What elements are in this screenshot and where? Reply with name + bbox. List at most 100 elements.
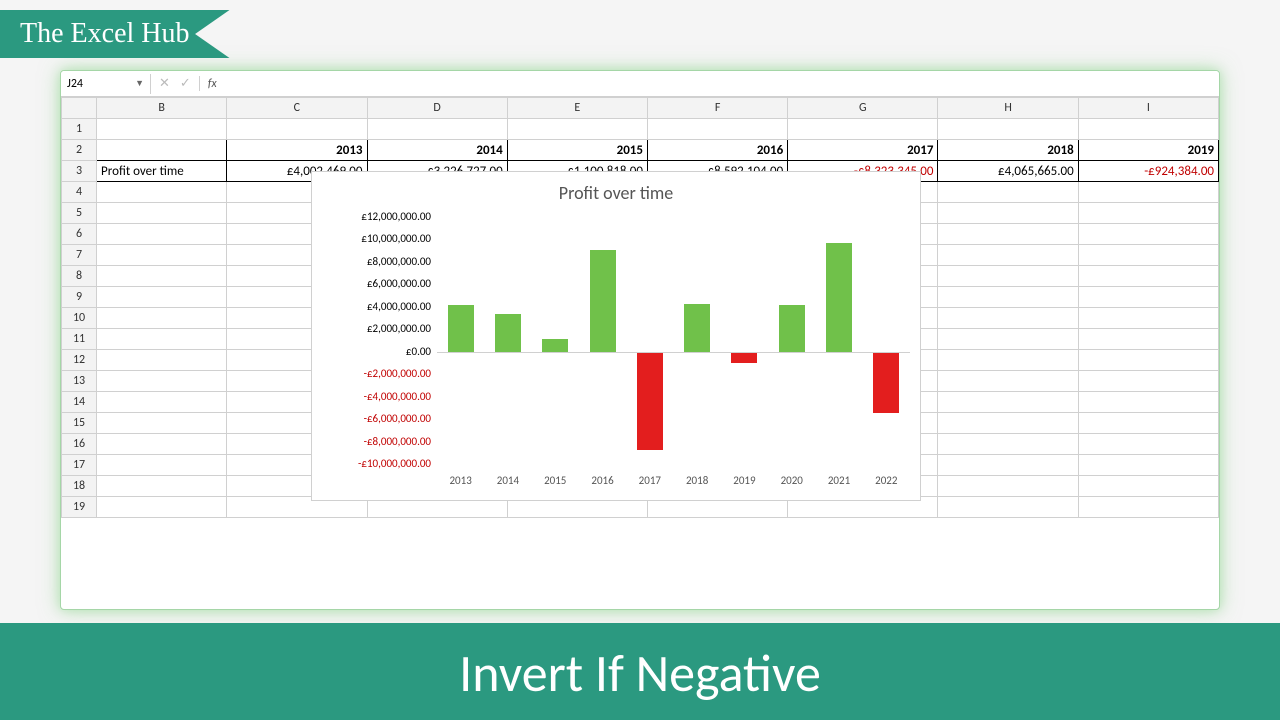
cell-B13[interactable] [97,371,227,392]
row-header-16[interactable]: 16 [62,434,97,455]
cell-I12[interactable] [1078,350,1218,371]
cell-H12[interactable] [938,350,1078,371]
cell-B16[interactable] [97,434,227,455]
cell-I8[interactable] [1078,266,1218,287]
row-header-19[interactable]: 19 [62,497,97,518]
cell-I15[interactable] [1078,413,1218,434]
cell-B12[interactable] [97,350,227,371]
row-header-9[interactable]: 9 [62,287,97,308]
bar[interactable] [637,352,663,450]
cell-I4[interactable] [1078,182,1218,203]
cell-H18[interactable] [938,476,1078,497]
cell-I19[interactable] [1078,497,1218,518]
select-all-corner[interactable] [62,98,97,119]
row-header-10[interactable]: 10 [62,308,97,329]
cell-I3[interactable]: -£924,384.00 [1078,161,1218,182]
column-header-I[interactable]: I [1078,98,1218,119]
cell-H4[interactable] [938,182,1078,203]
cell-H14[interactable] [938,392,1078,413]
row-header-15[interactable]: 15 [62,413,97,434]
cancel-icon[interactable]: ✕ [159,76,170,91]
name-box-dropdown-icon[interactable]: ▼ [135,78,144,89]
cell-I17[interactable] [1078,455,1218,476]
row-header-11[interactable]: 11 [62,329,97,350]
enter-icon[interactable]: ✓ [180,76,191,91]
cell-B17[interactable] [97,455,227,476]
row-header-2[interactable]: 2 [62,140,97,161]
cell-H1[interactable] [938,119,1078,140]
cell-B3[interactable]: Profit over time [97,161,227,182]
cell-G2[interactable]: 2017 [788,140,938,161]
cell-H13[interactable] [938,371,1078,392]
cell-D1[interactable] [367,119,507,140]
cell-I13[interactable] [1078,371,1218,392]
column-header-F[interactable]: F [647,98,787,119]
row-header-8[interactable]: 8 [62,266,97,287]
cell-H3[interactable]: £4,065,665.00 [938,161,1078,182]
row-header-1[interactable]: 1 [62,119,97,140]
row-header-12[interactable]: 12 [62,350,97,371]
cell-I18[interactable] [1078,476,1218,497]
bar[interactable] [448,305,474,352]
row-header-3[interactable]: 3 [62,161,97,182]
cell-I5[interactable] [1078,203,1218,224]
cell-B15[interactable] [97,413,227,434]
cell-E1[interactable] [507,119,647,140]
cell-I9[interactable] [1078,287,1218,308]
cell-D2[interactable]: 2014 [367,140,507,161]
column-header-E[interactable]: E [507,98,647,119]
cell-B2[interactable] [97,140,227,161]
cell-H15[interactable] [938,413,1078,434]
column-header-D[interactable]: D [367,98,507,119]
cell-I10[interactable] [1078,308,1218,329]
cell-C1[interactable] [227,119,367,140]
cell-I16[interactable] [1078,434,1218,455]
cell-B10[interactable] [97,308,227,329]
cell-I14[interactable] [1078,392,1218,413]
cell-B4[interactable] [97,182,227,203]
cell-B1[interactable] [97,119,227,140]
cell-H11[interactable] [938,329,1078,350]
row-header-17[interactable]: 17 [62,455,97,476]
row-header-13[interactable]: 13 [62,371,97,392]
row-header-18[interactable]: 18 [62,476,97,497]
bar[interactable] [731,352,757,363]
row-header-7[interactable]: 7 [62,245,97,266]
cell-F2[interactable]: 2016 [647,140,787,161]
bar[interactable] [779,305,805,352]
cell-I7[interactable] [1078,245,1218,266]
bar[interactable] [684,304,710,352]
column-header-C[interactable]: C [227,98,367,119]
cell-H5[interactable] [938,203,1078,224]
cell-B11[interactable] [97,329,227,350]
cell-B6[interactable] [97,224,227,245]
cell-H2[interactable]: 2018 [938,140,1078,161]
cell-B9[interactable] [97,287,227,308]
cell-H19[interactable] [938,497,1078,518]
cell-B8[interactable] [97,266,227,287]
cell-H8[interactable] [938,266,1078,287]
cell-I6[interactable] [1078,224,1218,245]
cell-I1[interactable] [1078,119,1218,140]
bar[interactable] [542,339,568,352]
cell-H7[interactable] [938,245,1078,266]
bar[interactable] [590,250,616,352]
cell-C2[interactable]: 2013 [227,140,367,161]
column-header-H[interactable]: H [938,98,1078,119]
chart-object[interactable]: Profit over time £12,000,000.00£10,000,0… [311,171,921,501]
cell-E2[interactable]: 2015 [507,140,647,161]
cell-H17[interactable] [938,455,1078,476]
column-header-B[interactable]: B [97,98,227,119]
cell-F1[interactable] [647,119,787,140]
cell-I2[interactable]: 2019 [1078,140,1218,161]
row-header-14[interactable]: 14 [62,392,97,413]
cell-I11[interactable] [1078,329,1218,350]
row-header-4[interactable]: 4 [62,182,97,203]
name-box[interactable]: J24 ▼ [61,74,151,94]
bar[interactable] [495,314,521,352]
cell-B5[interactable] [97,203,227,224]
cell-H9[interactable] [938,287,1078,308]
cell-B19[interactable] [97,497,227,518]
row-header-6[interactable]: 6 [62,224,97,245]
cell-H6[interactable] [938,224,1078,245]
